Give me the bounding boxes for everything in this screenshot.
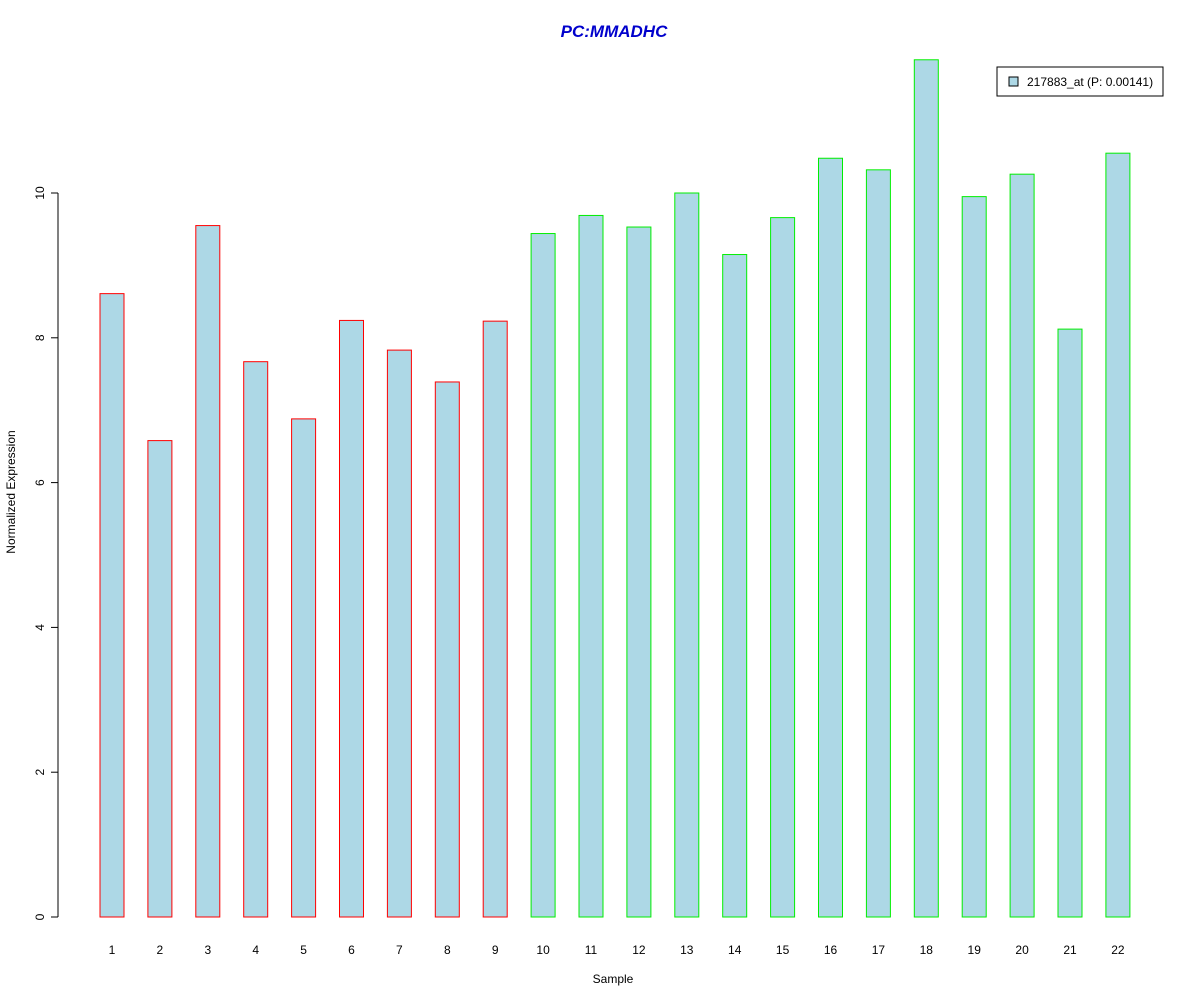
legend-swatch: [1008, 76, 1019, 87]
y-axis: 0 2 4 6 8 10: [33, 186, 59, 920]
x-tick-label: 6: [348, 943, 355, 957]
bar-6: [339, 319, 364, 918]
legend-box: [996, 66, 1164, 97]
bar-22: [1105, 152, 1131, 918]
x-tick-label: 21: [1063, 943, 1077, 957]
y-tick-label: 10: [33, 186, 47, 200]
x-tick-label: 9: [492, 943, 499, 957]
bar-11: [578, 214, 604, 918]
bar-1: [99, 293, 125, 918]
bars: [99, 59, 1131, 918]
x-tick-label: 13: [680, 943, 694, 957]
bar-19: [961, 196, 987, 918]
bar-14: [722, 254, 748, 918]
x-tick-label: 8: [444, 943, 451, 957]
bar-15: [770, 217, 796, 918]
bar-8: [434, 381, 460, 918]
x-tick-label: 3: [204, 943, 211, 957]
x-tick-label: 11: [585, 943, 598, 957]
bar-12: [626, 226, 652, 918]
y-tick-label: 2: [33, 769, 47, 776]
bar-18: [913, 59, 939, 918]
legend-label: 217883_at (P: 0.00141): [1027, 75, 1153, 89]
bar-2: [147, 440, 173, 918]
x-tick-label: 5: [300, 943, 307, 957]
y-tick-label: 8: [33, 334, 47, 341]
x-tick-label: 16: [824, 943, 838, 957]
x-tick-label: 14: [728, 943, 742, 957]
y-tick-label: 4: [33, 624, 47, 631]
x-tick-label: 17: [872, 943, 886, 957]
x-tick-label: 7: [396, 943, 403, 957]
x-tick-label: 15: [776, 943, 790, 957]
chart-title: PC:MMADHC: [561, 22, 668, 41]
bar-9: [482, 320, 508, 918]
bar-17: [865, 169, 891, 918]
x-tick-label: 22: [1111, 943, 1125, 957]
x-axis-label: Sample: [593, 972, 634, 986]
y-axis-label: Normalized Expression: [4, 430, 18, 553]
x-tick-label: 10: [536, 943, 550, 957]
x-tick-label: 12: [632, 943, 646, 957]
legend: 217883_at (P: 0.00141): [996, 66, 1164, 97]
bar-16: [818, 157, 843, 918]
y-tick-label: 6: [33, 479, 47, 486]
x-tick-label: 19: [968, 943, 982, 957]
bar-10: [530, 233, 556, 918]
x-tick-label: 2: [157, 943, 164, 957]
bar-5: [291, 418, 317, 918]
bar-21: [1057, 328, 1083, 918]
bar-4: [243, 361, 269, 918]
x-tick-label: 4: [252, 943, 259, 957]
bar-3: [195, 225, 221, 918]
x-tick-label: 1: [109, 943, 116, 957]
x-tick-label: 18: [920, 943, 934, 957]
bar-13: [674, 192, 700, 918]
bar-20: [1009, 173, 1035, 918]
bar-7: [386, 349, 412, 918]
x-tick-label: 20: [1015, 943, 1029, 957]
y-tick-label: 0: [33, 913, 47, 920]
x-axis-ticks: 1 2 3 4 5 6 7 8 9 10 11 12 13 14 15 16 17 18 19 20 21 22: [109, 943, 1125, 957]
